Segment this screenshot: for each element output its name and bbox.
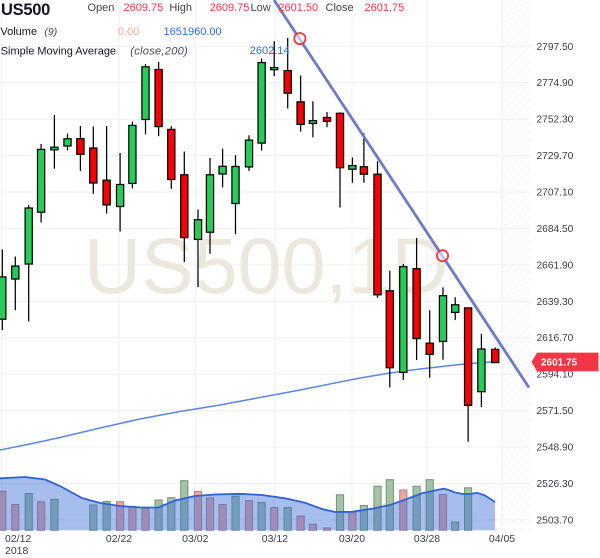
svg-text:High: High [169, 2, 192, 14]
svg-text:2526.30: 2526.30 [537, 479, 574, 490]
svg-text:2774.90: 2774.90 [537, 78, 574, 89]
svg-text:2684.50: 2684.50 [537, 224, 574, 235]
svg-text:2018: 2018 [5, 545, 29, 557]
svg-text:2601.75: 2601.75 [365, 2, 405, 14]
svg-text:2601.50: 2601.50 [278, 2, 318, 14]
svg-text:2594.10: 2594.10 [537, 370, 574, 381]
svg-text:US500: US500 [1, 1, 50, 19]
svg-text:Simple Moving Average: Simple Moving Average [1, 46, 116, 58]
svg-text:2548.90: 2548.90 [537, 443, 574, 454]
svg-text:2661.90: 2661.90 [537, 260, 574, 271]
svg-text:03/20: 03/20 [339, 533, 365, 545]
svg-text:04/05: 04/05 [489, 533, 515, 545]
svg-text:03/02: 03/02 [182, 533, 208, 545]
svg-text:(close,200): (close,200) [130, 46, 188, 58]
svg-text:2752.30: 2752.30 [537, 115, 574, 126]
svg-text:2602.14: 2602.14 [250, 45, 290, 57]
svg-text:0.00: 0.00 [118, 26, 139, 38]
svg-text:Low: Low [251, 2, 271, 14]
svg-text:2707.10: 2707.10 [537, 188, 574, 199]
svg-text:03/28: 03/28 [414, 533, 440, 545]
svg-text:1651960.00: 1651960.00 [164, 26, 222, 38]
svg-text:03/12: 03/12 [262, 533, 288, 545]
svg-text:2729.70: 2729.70 [537, 151, 574, 162]
svg-text:Close: Close [326, 2, 354, 14]
svg-text:2797.50: 2797.50 [537, 42, 574, 53]
svg-text:Volume: Volume [0, 26, 37, 38]
svg-text:2601.75: 2601.75 [541, 358, 578, 369]
svg-text:2609.75: 2609.75 [124, 2, 164, 14]
svg-text:2571.50: 2571.50 [537, 406, 574, 417]
svg-text:2503.70: 2503.70 [537, 515, 574, 526]
svg-text:02/12: 02/12 [5, 533, 31, 545]
svg-text:2616.70: 2616.70 [537, 333, 574, 344]
svg-text:02/22: 02/22 [106, 533, 132, 545]
svg-text:2639.30: 2639.30 [537, 297, 574, 308]
svg-text:Open: Open [88, 2, 115, 14]
svg-text:(9): (9) [44, 26, 57, 38]
svg-text:2609.75: 2609.75 [210, 2, 250, 14]
